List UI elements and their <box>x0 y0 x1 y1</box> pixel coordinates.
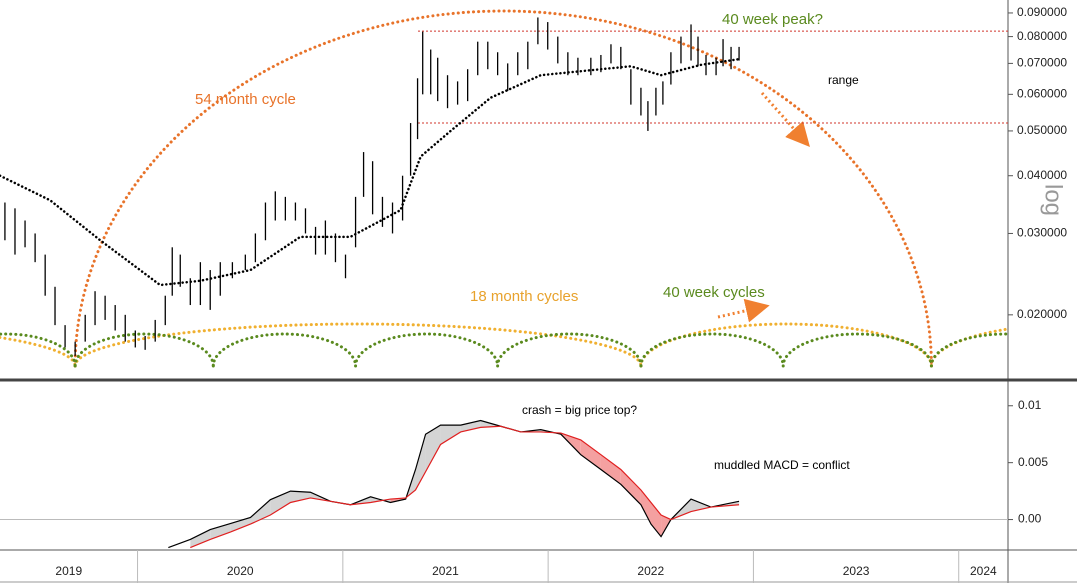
cycle-arc <box>496 332 643 368</box>
macd-fill <box>210 523 231 540</box>
cycle-arc <box>73 332 215 368</box>
y-tick-label: 0.090000 <box>1017 5 1067 19</box>
macd-fill <box>691 499 711 512</box>
y-tick-label: 0.020000 <box>1017 307 1067 321</box>
macd-fill <box>190 529 211 548</box>
macd-fill <box>620 469 641 505</box>
annotation: crash = big price top? <box>522 403 637 417</box>
macd-fill <box>600 454 621 485</box>
macd-fill <box>270 491 291 515</box>
cycle-arc <box>781 332 933 368</box>
macd-line <box>190 425 740 549</box>
arrow <box>717 298 770 323</box>
macd-fill <box>440 425 461 445</box>
macd-fill <box>250 499 271 525</box>
cycle-arc <box>0 332 77 368</box>
y-tick-label: 0.005 <box>1018 455 1048 469</box>
y-tick-label: 0.070000 <box>1017 56 1067 70</box>
price-plot <box>0 9 1008 368</box>
annotation: range <box>828 73 859 87</box>
y-tick-label: 0.050000 <box>1017 123 1067 137</box>
macd-fill <box>640 489 651 525</box>
x-tick-label: 2024 <box>970 564 997 578</box>
cycle-arc <box>73 322 643 368</box>
x-tick-label: 2022 <box>637 564 664 578</box>
x-tick-label: 2023 <box>843 564 870 578</box>
y-tick-label: 0.040000 <box>1017 168 1067 182</box>
x-tick-label: 2021 <box>432 564 459 578</box>
x-tick-label: 2020 <box>227 564 254 578</box>
cycle-arc <box>211 332 358 368</box>
cycle-arc <box>73 9 933 368</box>
annotation: 40 week peak? <box>722 11 823 28</box>
macd-line <box>168 419 740 549</box>
annotation: 18 month cycles <box>470 288 578 305</box>
cycle-arc <box>354 332 500 368</box>
annotation: 54 month cycle <box>195 91 296 108</box>
y-tick-label: 0.080000 <box>1017 29 1067 43</box>
macd-plot <box>0 419 1008 549</box>
arrow <box>760 92 810 147</box>
y-tick-label: 0.00 <box>1018 512 1042 526</box>
cycle-arc <box>639 332 785 368</box>
cycle-arc <box>929 332 1008 368</box>
macd-fill <box>290 491 311 503</box>
y-tick-label: 0.01 <box>1018 398 1042 412</box>
y-axis-label: log <box>1040 184 1067 216</box>
macd-fill <box>425 425 441 472</box>
annotation: 40 week cycles <box>663 284 765 301</box>
macd-fill <box>650 502 662 537</box>
macd-fill <box>460 420 481 432</box>
x-tick-label: 2019 <box>55 564 82 578</box>
macd-fill <box>230 517 251 533</box>
macd-fill <box>580 439 601 470</box>
annotation: muddled MACD = conflict <box>714 458 850 472</box>
cycle-arc <box>639 322 933 368</box>
y-tick-label: 0.060000 <box>1017 87 1067 101</box>
y-tick-label: 0.030000 <box>1017 226 1067 240</box>
axes: 0.020000 0.030000 0.040000 0.050000 0.060000… <box>55 5 1067 583</box>
